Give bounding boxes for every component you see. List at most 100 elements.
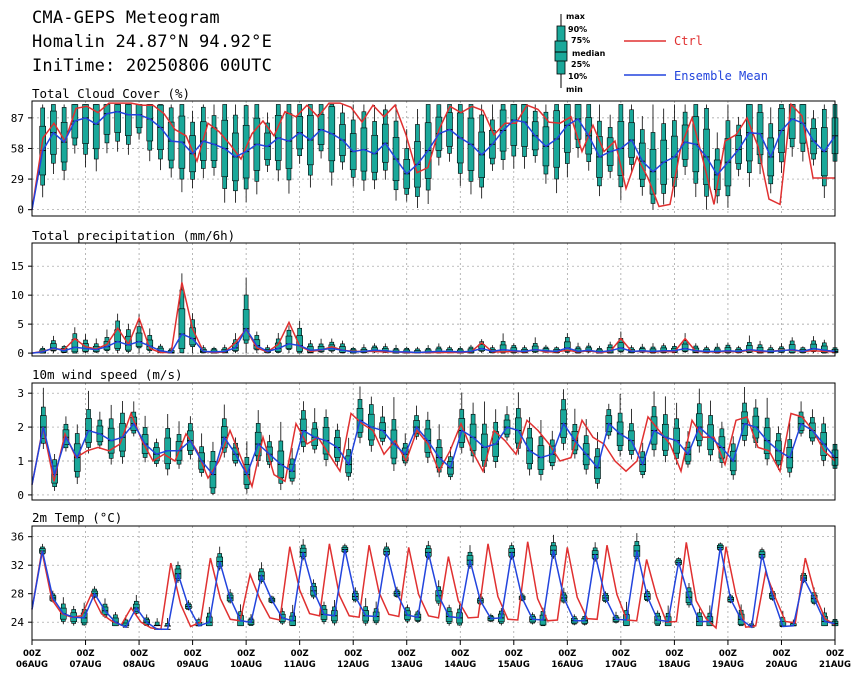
panel-frame <box>31 525 836 641</box>
ctrl-series-line <box>31 102 835 210</box>
x-tick-label-date: 07AUG <box>70 660 102 670</box>
panel-title-wind: 10m wind speed (m/s) <box>32 367 183 382</box>
legend-label-max: max <box>566 12 586 21</box>
y-tick-label: 36 <box>11 531 24 544</box>
mean-series-line <box>31 110 836 210</box>
legend: max 90% 75% median 25% 10% min Ctrl Ense… <box>554 12 768 94</box>
box-inner <box>681 343 689 352</box>
box-inner <box>50 343 57 351</box>
legend-label-75: 75% <box>571 36 590 45</box>
box-inner <box>617 342 625 352</box>
y-tick-label: 58 <box>11 142 24 155</box>
y-tick-label: 0 <box>17 489 24 502</box>
box-inner <box>285 335 293 349</box>
x-tick-label-date: 18AUG <box>658 660 690 670</box>
box-inner <box>242 309 250 341</box>
box-inner <box>810 343 817 352</box>
box-inner <box>92 104 100 150</box>
x-tick-label-hour: 00Z <box>826 649 844 659</box>
box-inner <box>788 344 796 353</box>
x-tick-label-hour: 00Z <box>451 649 469 659</box>
box-inner <box>125 104 132 136</box>
y-tick-label: 1 <box>17 455 24 468</box>
x-tick-label-hour: 00Z <box>558 649 576 659</box>
x-tick-label-date: 14AUG <box>444 660 476 670</box>
ctrl-series-line <box>31 411 836 489</box>
panel-1: 0 5 10 15 <box>11 242 839 360</box>
legend-label-90: 90% <box>568 25 587 34</box>
x-tick-label-date: 16AUG <box>551 660 583 670</box>
box-inner <box>564 341 571 352</box>
legend-label-10: 10% <box>568 72 587 81</box>
x-tick-label-date: 11AUG <box>284 660 316 670</box>
y-tick-label: 32 <box>11 559 24 572</box>
box-inner <box>296 335 303 352</box>
x-tick-label-date: 13AUG <box>391 660 423 670</box>
x-tick-label-date: 06AUG <box>16 660 48 670</box>
x-tick-label-date: 17AUG <box>605 660 637 670</box>
x-tick-label-date: 08AUG <box>123 660 155 670</box>
panel-title-temp: 2m Temp (°C) <box>32 510 123 525</box>
box-inner <box>153 624 161 627</box>
box-inner <box>82 104 89 144</box>
location-label: Homalin 24.87°N 94.92°E <box>32 32 273 52</box>
mean-series-line <box>31 419 836 485</box>
x-tick-label-hour: 00Z <box>665 649 683 659</box>
x-tick-label-hour: 00Z <box>398 649 416 659</box>
x-tick-label-date: 12AUG <box>337 660 369 670</box>
legend-mean-label: Ensemble Mean <box>674 69 768 83</box>
y-tick-label: 15 <box>11 260 24 273</box>
panel-3: 24 28 32 36 <box>11 525 839 641</box>
y-tick-label: 2 <box>17 421 24 434</box>
panel-frame <box>31 242 836 357</box>
legend-label-median: median <box>572 49 606 58</box>
x-tick-label-date: 19AUG <box>712 660 744 670</box>
legend-label-min: min <box>566 85 583 94</box>
mean-series-line <box>31 547 836 631</box>
y-tick-label: 0 <box>17 347 24 360</box>
panel-title-cloud: Total Cloud Cover (%) <box>32 86 191 101</box>
x-tick-label-date: 21AUG <box>819 660 851 670</box>
box-inner <box>135 332 143 347</box>
box-inner <box>114 104 121 133</box>
legend-box-inner <box>554 40 568 62</box>
box-inner <box>114 329 121 349</box>
y-tick-label: 10 <box>11 289 24 302</box>
panel-frame <box>31 382 836 501</box>
x-tick-label-hour: 00Z <box>612 649 630 659</box>
x-tick-label-date: 15AUG <box>498 660 530 670</box>
box-inner <box>746 345 753 353</box>
y-tick-label: 5 <box>17 318 24 331</box>
panel-frame <box>31 100 836 217</box>
ctrl-series-line <box>31 541 836 631</box>
x-tick-label-hour: 00Z <box>130 649 148 659</box>
legend-ctrl-label: Ctrl <box>674 34 703 48</box>
panel-2: 0 1 2 3 <box>17 382 839 502</box>
box-inner <box>510 104 518 146</box>
legend-label-25: 25% <box>571 60 590 69</box>
x-tick-label-hour: 00Z <box>505 649 523 659</box>
x-tick-label-date: 20AUG <box>765 660 797 670</box>
y-tick-label: 0 <box>17 204 24 217</box>
y-tick-label: 87 <box>11 112 24 125</box>
x-tick-label-hour: 00Z <box>772 649 790 659</box>
x-tick-label-hour: 00Z <box>23 649 41 659</box>
x-tick-label-hour: 00Z <box>291 649 309 659</box>
box-inner <box>103 104 111 135</box>
x-tick-label-hour: 00Z <box>77 649 95 659</box>
x-tick-label-hour: 00Z <box>719 649 737 659</box>
x-tick-label-date: 10AUG <box>230 660 262 670</box>
panel-0: 0 29 58 87 <box>11 100 839 217</box>
box-inner <box>178 308 186 349</box>
x-tick-label-hour: 00Z <box>184 649 202 659</box>
mean-series-line <box>31 327 836 354</box>
x-tick-label-hour: 00Z <box>237 649 255 659</box>
chart-title: CMA-GEPS Meteogram <box>32 8 220 28</box>
x-tick-label-date: 09AUG <box>177 660 209 670</box>
init-time-label: IniTime: 20250806 00UTC <box>32 56 273 76</box>
y-tick-label: 24 <box>11 616 25 629</box>
y-tick-label: 29 <box>11 173 24 186</box>
box-inner <box>478 344 485 352</box>
y-tick-label: 28 <box>11 588 24 601</box>
